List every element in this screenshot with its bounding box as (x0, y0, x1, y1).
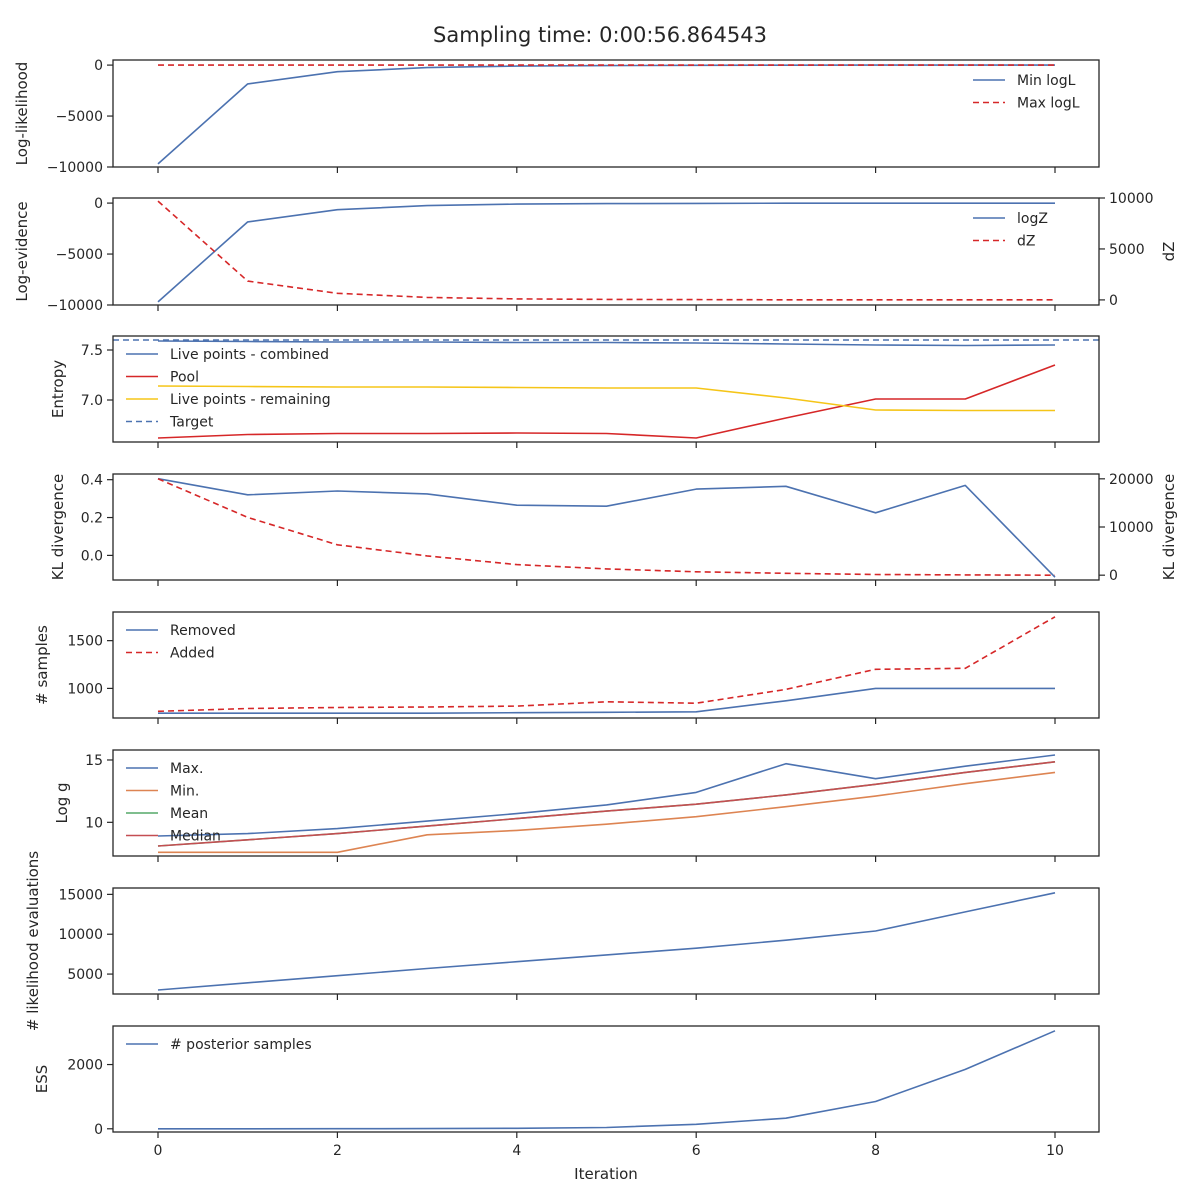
series-line-min-logl (157, 64, 1055, 165)
y-right-tick-label: 0 (1109, 293, 1118, 309)
y-right-tick-label: 10000 (1109, 520, 1154, 536)
axes-frame (112, 611, 1100, 719)
legend-label: Added (170, 646, 215, 662)
series-line-median (157, 761, 1056, 847)
y-tick-label: 1500 (67, 634, 103, 650)
legend-label: Target (169, 415, 214, 431)
y-tick-label: 0 (94, 1122, 103, 1138)
y-right-tick-label: 10000 (1109, 191, 1154, 207)
y-right-tick-label: 5000 (1109, 242, 1145, 258)
y-tick-label: 15000 (58, 887, 103, 903)
y-axis-label: # likelihood evaluations (24, 851, 42, 1031)
series-line-logz (157, 202, 1055, 303)
legend-label: Removed (170, 623, 236, 639)
legend-label: Pool (170, 370, 199, 386)
y-axis-label: KL divergence (49, 474, 67, 580)
series-line-max- (157, 754, 1056, 837)
series-line-mean (157, 761, 1056, 847)
series-line-live-points-combined (157, 340, 1056, 347)
y-tick-label: 15 (85, 753, 103, 769)
y-axis-label: Log g (53, 782, 71, 823)
legend-label: Mean (170, 806, 208, 822)
y-tick-label: −10000 (47, 298, 103, 314)
y-tick-label: 10 (85, 815, 103, 831)
y-tick-label: 0 (94, 196, 103, 212)
legend: Min logL Max logL (973, 73, 1080, 112)
x-tick-label: 6 (692, 1143, 701, 1159)
y-axis-label: Log-evidence (13, 201, 31, 301)
y-tick-label: −5000 (56, 247, 103, 263)
subplot-5: 1500 1000 # samples Removed Added (33, 611, 1100, 724)
legend-label: Live points - remaining (170, 392, 331, 408)
y-tick-label: 10000 (58, 927, 103, 943)
x-tick-label: 10 (1046, 1143, 1064, 1159)
legend-label: Live points - combined (170, 347, 329, 363)
y-tick-label: 1000 (67, 681, 103, 697)
y-tick-label: 0.2 (81, 511, 103, 527)
series-line-min- (158, 771, 1056, 854)
axes-frame (112, 887, 1100, 995)
y-axis-label: Log-likelihood (13, 62, 31, 166)
subplot-6: 15 10 Log g Max. Min. Mean Median (53, 749, 1100, 862)
y-axis-label: ESS (33, 1065, 51, 1094)
subplot-1: 0 −5000 −10000 Log-likelihood Min logL Max lo… (13, 58, 1100, 176)
y-tick-label: 7.0 (81, 393, 103, 409)
subplot-8: 0 2 4 6 8 10 2000 0 ESS # posterior samples (33, 1025, 1100, 1159)
legend-label: dZ (1017, 234, 1035, 250)
y-right-tick-label: 20000 (1109, 472, 1154, 488)
legend-label: Min. (170, 784, 199, 800)
x-tick-label: 0 (154, 1143, 163, 1159)
subplot-4: 0.4 0.2 0.0 20000 10000 0 KL divergence KL dive… (49, 472, 1178, 586)
series-line-series-1 (157, 478, 1056, 577)
series-line-dz (157, 200, 1055, 301)
axes-frame (112, 197, 1100, 306)
legend-label: logZ (1017, 211, 1048, 227)
legend: logZ dZ (973, 211, 1048, 250)
legend: Removed Added (126, 623, 236, 662)
y-tick-label: −5000 (56, 109, 103, 125)
series-line-live-points-remaining (157, 385, 1055, 412)
subplot-7: 15000 10000 5000 # likelihood evaluations (24, 851, 1100, 1031)
y-axis-label: Entropy (49, 360, 67, 418)
y-tick-label: 5000 (67, 967, 103, 983)
y-tick-label: 7.5 (81, 343, 103, 359)
legend-label: # posterior samples (170, 1037, 312, 1053)
legend-label: Median (170, 829, 221, 845)
series-line-series-0 (157, 892, 1056, 991)
y-tick-label: 2000 (67, 1058, 103, 1074)
series-line-added (157, 616, 1056, 713)
axes-frame (112, 335, 1100, 443)
series-line-#-posterior-samples (158, 1030, 1056, 1130)
y-right-axis-label: dZ (1160, 242, 1178, 262)
series-line-series-0 (157, 477, 1056, 578)
chart-title: Sampling time: 0:00:56.864543 (433, 23, 767, 47)
y-axis-label: # samples (33, 625, 51, 705)
legend-label: Max logL (1017, 96, 1080, 112)
series-line-removed (158, 687, 1055, 715)
x-axis-label: Iteration (574, 1165, 638, 1183)
legend: Max. Min. Mean Median (126, 761, 221, 845)
series-line-pool (157, 364, 1056, 439)
axes-frame (112, 1025, 1100, 1133)
y-tick-label: 0.4 (81, 473, 103, 489)
x-tick-label: 8 (871, 1143, 880, 1159)
axes-frame (112, 749, 1100, 857)
y-tick-label: −10000 (47, 160, 103, 176)
legend-label: Min logL (1017, 73, 1076, 89)
legend-label: Max. (170, 761, 203, 777)
y-tick-label: 0 (94, 58, 103, 74)
x-tick-label: 4 (512, 1143, 521, 1159)
y-tick-label: 0.0 (81, 548, 103, 564)
y-right-axis-label: KL divergence (1160, 474, 1178, 580)
legend: # posterior samples (126, 1037, 312, 1053)
legend: Live points - combined Pool Live points - … (126, 347, 331, 431)
y-right-tick-label: 0 (1109, 568, 1118, 584)
axes-frame (112, 59, 1100, 168)
x-tick-label: 2 (333, 1143, 342, 1159)
